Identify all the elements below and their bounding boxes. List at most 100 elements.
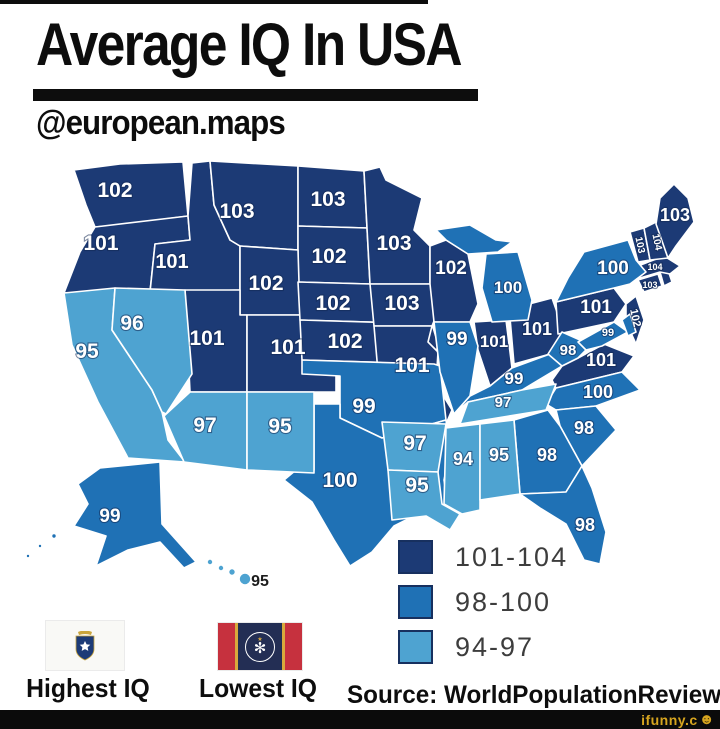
mississippi-flag: ★ ✻: [218, 623, 302, 670]
usa-choropleth-map: 102 101 95 96 101 103 102 101 101 97 95 …: [25, 160, 695, 590]
highest-iq-caption: Highest IQ: [26, 673, 150, 703]
state-ohio-label: 101: [522, 319, 552, 339]
state-new-hampshire-label: 104: [649, 233, 663, 252]
state-utah-label: 101: [189, 327, 224, 350]
state-florida-label: 98: [575, 515, 595, 535]
aleutian-island: [25, 553, 31, 559]
ifunny-watermark: ifunny.c ☻: [641, 712, 715, 728]
state-georgia-label: 98: [537, 445, 557, 465]
state-iowa-label: 103: [384, 292, 419, 315]
page-title: Average IQ In USA: [36, 11, 463, 78]
state-california-label: 95: [75, 340, 99, 363]
state-mississippi-label: 94: [453, 449, 473, 469]
state-pennsylvania-label: 101: [580, 297, 612, 318]
legend-row-mid: 98-100: [398, 585, 618, 619]
magnolia-flower-icon: ✻: [253, 640, 267, 657]
state-montana-label: 103: [219, 200, 254, 223]
mississippi-flag-center: ★ ✻: [238, 623, 282, 670]
state-new-jersey-label: 102: [627, 308, 643, 328]
hawaii-island: [227, 567, 237, 577]
state-tennessee-label: 97: [495, 394, 512, 411]
state-wyoming-label: 102: [248, 272, 283, 295]
state-oregon-label: 101: [83, 232, 118, 255]
hawaii-island: [238, 572, 252, 586]
state-maryland-label: 99: [602, 327, 614, 339]
legend-swatch-low: [398, 630, 433, 664]
state-maryland: [577, 321, 629, 351]
top-divider-bar: [0, 0, 428, 4]
state-louisiana: [387, 469, 461, 531]
state-delaware: [621, 313, 637, 337]
legend-swatch-dark: [398, 540, 433, 574]
state-michigan-label: 100: [494, 278, 522, 297]
state-massachusetts-label: 104: [647, 262, 662, 272]
state-south-carolina-label: 98: [574, 418, 594, 438]
state-arkansas-label: 97: [403, 432, 426, 455]
gold-star-icon: ★: [257, 637, 263, 643]
massachusetts-flag: [46, 621, 124, 670]
lowest-iq-caption: Lowest IQ: [198, 673, 318, 703]
state-hawaii-label: 95: [251, 573, 269, 590]
mississippi-flag-red-band: [218, 623, 235, 670]
state-washington-label: 102: [97, 179, 132, 202]
state-connecticut-label: 103: [642, 280, 657, 290]
state-north-dakota-label: 103: [310, 188, 345, 211]
state-minnesota-label: 103: [376, 232, 411, 255]
state-colorado-label: 101: [270, 336, 305, 359]
state-michigan: [481, 251, 533, 323]
state-virginia-label: 101: [586, 350, 616, 370]
state-nevada: [111, 287, 193, 415]
state-new-york-label: 100: [597, 258, 629, 279]
state-maine: [655, 183, 695, 259]
state-maine-label: 103: [660, 205, 690, 225]
ifunny-watermark-text: ifunny.c: [641, 711, 698, 728]
state-mississippi: [443, 423, 481, 515]
state-texas-label: 100: [322, 469, 357, 492]
title-underline: [33, 89, 478, 101]
legend-label-mid: 98-100: [455, 586, 552, 617]
watermark-bar: ifunny.c ☻: [0, 710, 720, 729]
state-south-carolina: [555, 405, 617, 467]
state-vermont-label: 103: [632, 236, 646, 255]
state-alaska: [73, 461, 197, 569]
state-tennessee: [459, 383, 557, 425]
hawaii-island: [206, 558, 214, 566]
state-nevada-label: 96: [120, 312, 143, 335]
state-oklahoma-label: 99: [352, 395, 375, 418]
massachusetts-crest-icon: [75, 630, 95, 660]
author-handle: @european.maps: [36, 104, 286, 142]
state-minnesota: [363, 166, 431, 285]
aleutian-island: [50, 532, 58, 540]
state-kansas-label: 102: [327, 330, 362, 353]
state-arizona: [163, 391, 248, 471]
state-new-york: [555, 239, 647, 303]
mississippi-flag-red-band: [285, 623, 302, 670]
state-indiana-label: 101: [480, 332, 508, 351]
state-illinois-label: 99: [446, 329, 467, 350]
magnolia-ring-icon: ★ ✻: [245, 631, 275, 662]
state-north-carolina-label: 100: [583, 382, 613, 402]
state-wisconsin-label: 102: [435, 258, 467, 279]
state-kentucky-label: 99: [505, 369, 524, 388]
legend-swatch-mid: [398, 585, 433, 619]
legend-row-low: 94-97: [398, 630, 618, 664]
state-idaho-label: 101: [155, 251, 188, 273]
state-missouri-label: 101: [394, 354, 429, 377]
legend-row-high: 101-104: [398, 540, 618, 574]
hawaii-island: [217, 564, 225, 572]
state-alaska-label: 99: [99, 506, 120, 527]
legend-label-high: 101-104: [455, 541, 569, 572]
state-alabama: [479, 419, 521, 501]
state-alabama-label: 95: [489, 445, 509, 465]
mississippi-flag-gold-stripe: [235, 623, 238, 670]
state-florida: [519, 465, 607, 565]
ifunny-smiley-icon: ☻: [698, 710, 715, 728]
state-connecticut: [637, 273, 663, 293]
state-nebraska-label: 102: [315, 292, 350, 315]
map-legend: 101-104 98-100 94-97: [398, 540, 618, 675]
mississippi-flag-gold-stripe: [282, 623, 285, 670]
state-new-mexico-label: 95: [268, 415, 292, 438]
state-michigan-up: [435, 224, 513, 255]
state-louisiana-label: 95: [405, 474, 429, 497]
aleutian-island: [37, 543, 43, 549]
